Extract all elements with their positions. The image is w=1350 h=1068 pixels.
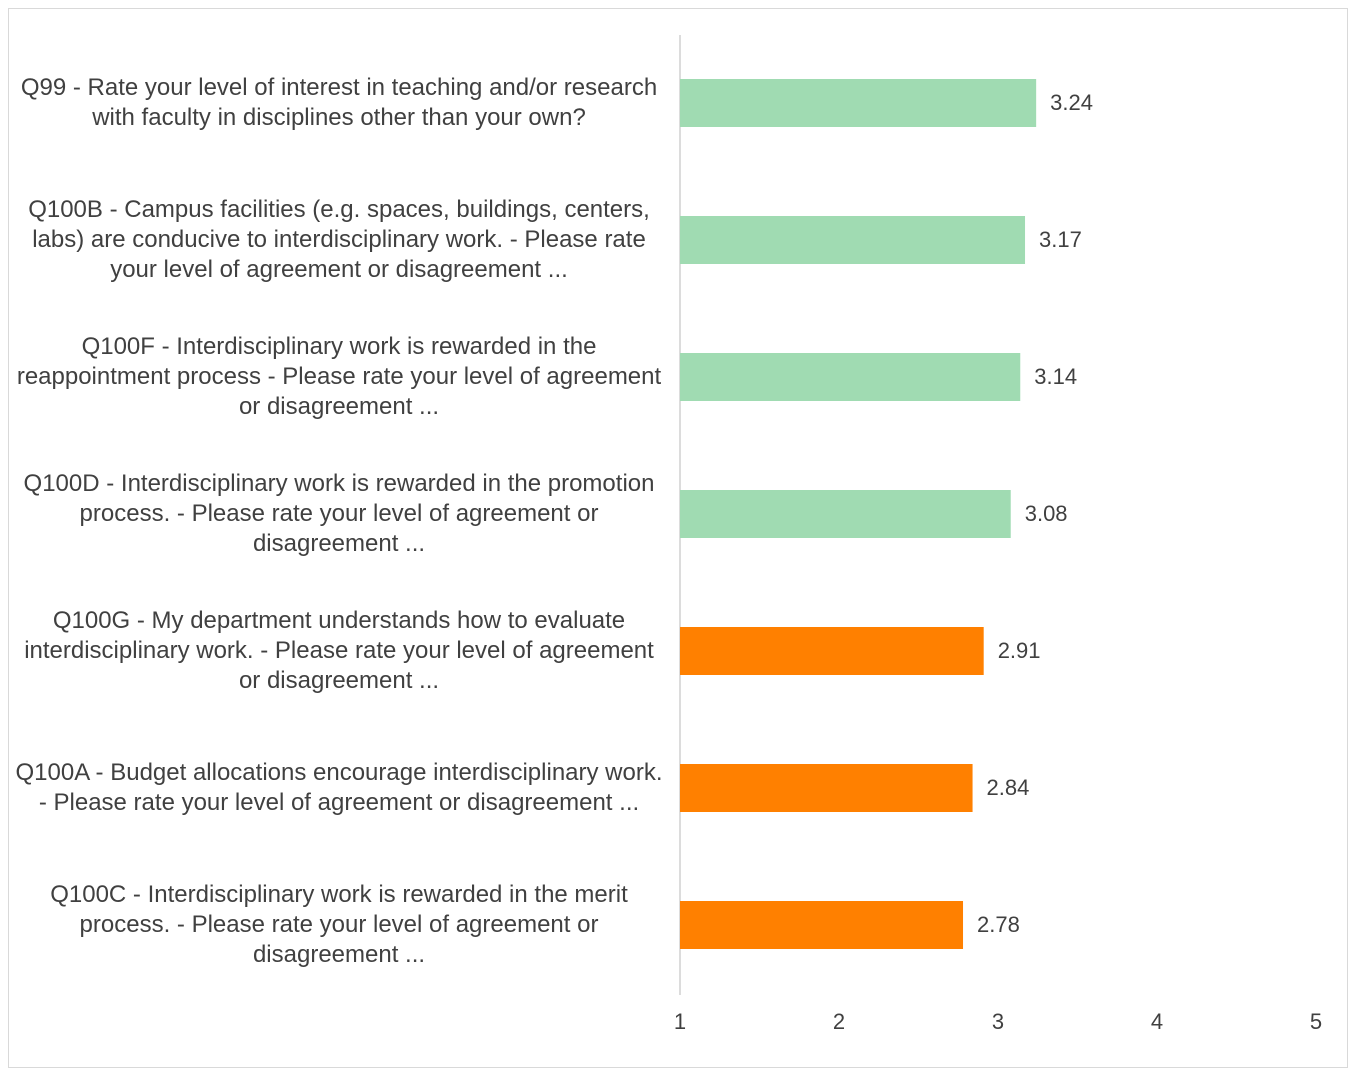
value-label: 3.24 xyxy=(1050,90,1093,115)
x-tick-label: 4 xyxy=(1151,1009,1163,1034)
x-tick-label: 2 xyxy=(833,1009,845,1034)
bar xyxy=(680,764,973,812)
x-tick-label: 3 xyxy=(992,1009,1004,1034)
category-label: Q100A - Budget allocations encourage int… xyxy=(15,759,663,816)
category-label: Q100C - Interdisciplinary work is reward… xyxy=(50,881,628,968)
value-label: 3.17 xyxy=(1039,227,1082,252)
bar xyxy=(680,79,1037,127)
category-label: Q100F - Interdisciplinary work is reward… xyxy=(16,333,662,420)
category-label: Q100D - Interdisciplinary work is reward… xyxy=(23,470,655,557)
bar xyxy=(680,627,984,675)
bar xyxy=(680,353,1021,401)
bar xyxy=(680,490,1011,538)
value-label: 2.78 xyxy=(977,912,1020,937)
category-label: Q99 - Rate your level of interest in tea… xyxy=(20,74,658,131)
x-tick-label: 1 xyxy=(674,1009,686,1034)
value-label: 3.08 xyxy=(1025,501,1068,526)
value-label: 3.14 xyxy=(1034,364,1077,389)
value-label: 2.91 xyxy=(998,638,1041,663)
bar xyxy=(680,901,964,949)
category-label: Q100B - Campus facilities (e.g. spaces, … xyxy=(28,196,650,283)
bar xyxy=(680,216,1026,264)
x-tick-label: 5 xyxy=(1310,1009,1322,1034)
value-label: 2.84 xyxy=(987,775,1030,800)
category-label: Q100G - My department understands how to… xyxy=(24,607,654,694)
